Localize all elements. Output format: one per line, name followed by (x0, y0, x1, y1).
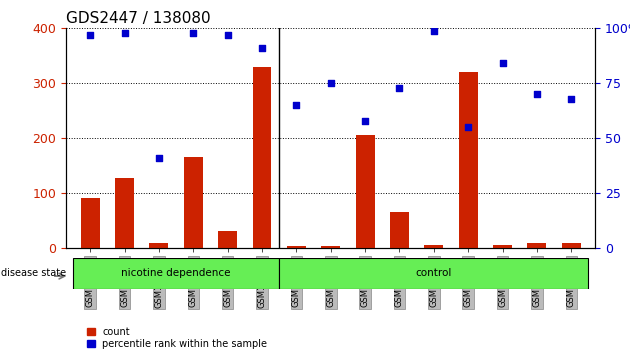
Bar (493, 245, 512, 248)
Point (394, 85, 404, 90)
Bar (562, 244, 581, 248)
Legend: count, percentile rank within the sample: count, percentile rank within the sample (87, 327, 267, 349)
Point (566, 96, 576, 101)
Bar (218, 232, 237, 248)
Bar (425, 245, 444, 248)
Bar (253, 67, 272, 248)
Point (498, 61, 508, 66)
Bar (279, 258, 588, 289)
Point (222, 32, 232, 38)
Point (85, 32, 95, 38)
Text: control: control (416, 268, 452, 279)
Point (532, 91, 542, 97)
Bar (81, 198, 100, 248)
Bar (184, 157, 203, 248)
Bar (321, 246, 340, 248)
Point (188, 30, 198, 35)
Bar (115, 178, 134, 248)
Point (291, 102, 301, 108)
Bar (356, 135, 375, 248)
Text: disease state: disease state (1, 268, 66, 278)
Bar (459, 72, 478, 248)
Bar (527, 244, 546, 248)
Text: GDS2447 / 138080: GDS2447 / 138080 (66, 11, 211, 26)
Bar (149, 244, 168, 248)
Point (360, 118, 370, 123)
Text: nicotine dependence: nicotine dependence (122, 268, 231, 279)
Point (429, 28, 439, 33)
Point (257, 45, 267, 51)
Bar (287, 246, 306, 248)
Point (154, 155, 164, 161)
Bar (73, 258, 279, 289)
Point (463, 124, 473, 130)
Point (326, 80, 336, 86)
Bar (390, 212, 409, 248)
Point (120, 30, 130, 35)
